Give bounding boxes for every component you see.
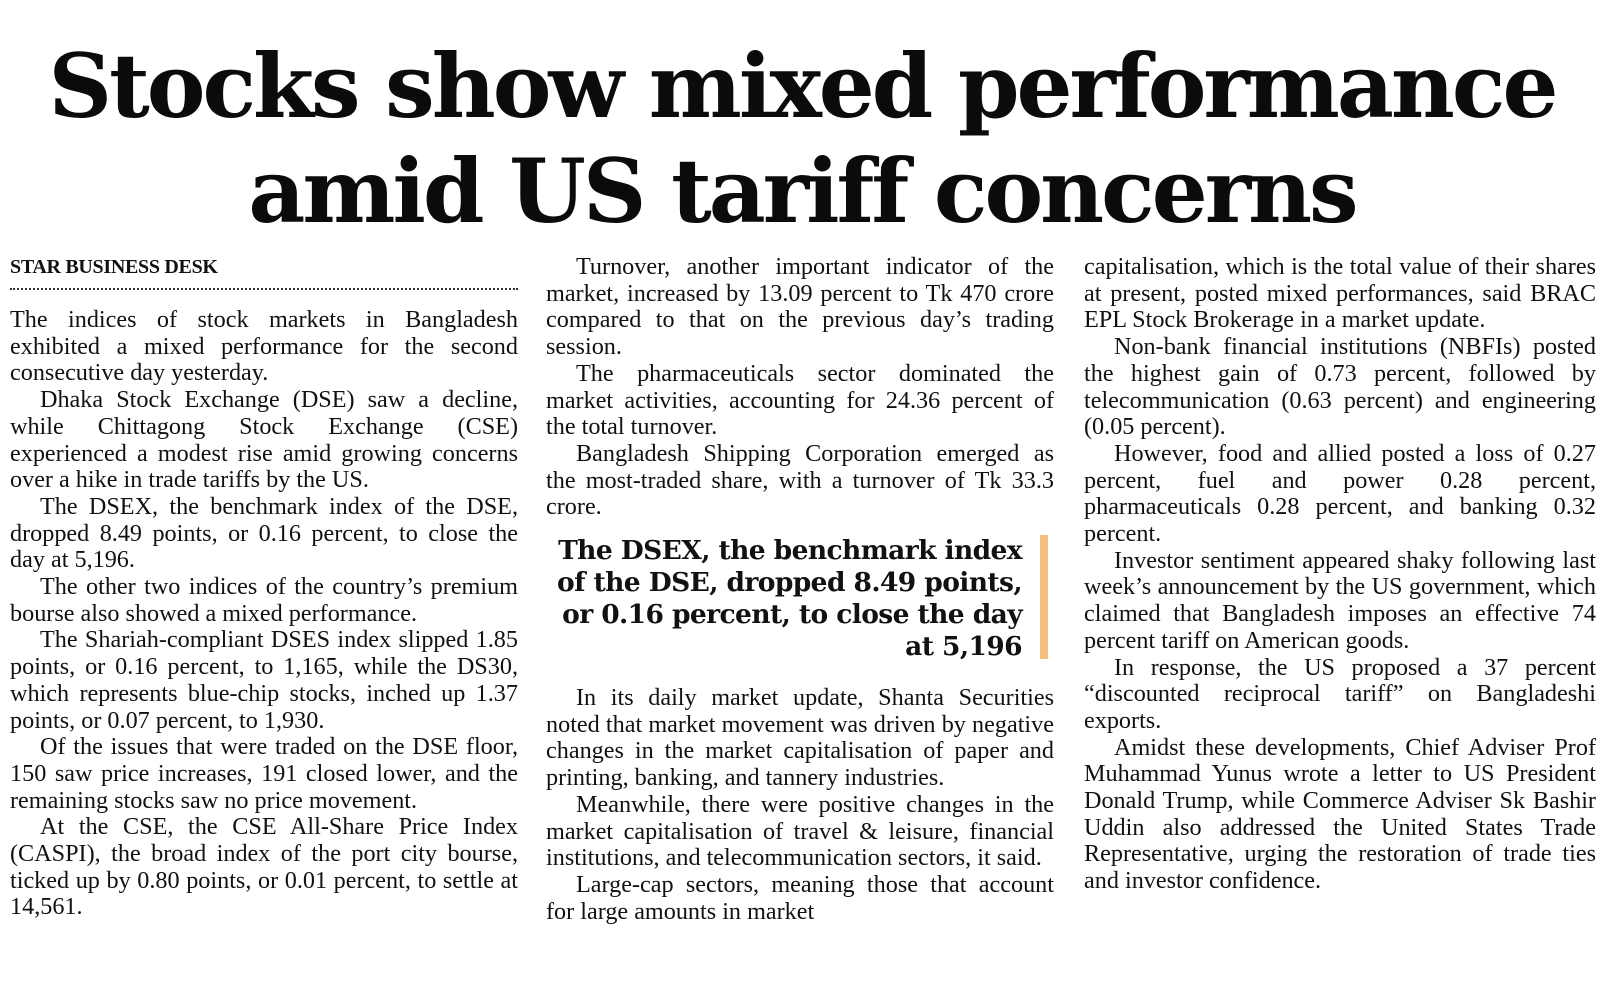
pull-quote: The DSEX, the benchmark index of the DSE…: [546, 535, 1054, 663]
article-column-2: Turnover, another important indicator of…: [546, 254, 1054, 994]
paragraph: The indices of stock markets in Banglade…: [10, 306, 518, 387]
paragraph: Turnover, another important indicator of…: [546, 254, 1054, 361]
headline-line-2: amid US tariff concerns: [248, 139, 1358, 243]
paragraph: Of the issues that were traded on the DS…: [10, 733, 518, 814]
paragraph: Investor sentiment appeared shaky follow…: [1084, 546, 1596, 654]
paragraph: However, food and allied posted a loss o…: [1084, 439, 1596, 548]
headline: Stocks show mixed performance amid US ta…: [0, 34, 1604, 244]
article-column-1: STAR BUSINESS DESK The indices of stock …: [10, 254, 518, 994]
paragraph: Dhaka Stock Exchange (DSE) saw a decline…: [10, 386, 518, 494]
paragraph: capitalisation, which is the total value…: [1084, 254, 1596, 334]
paragraph: The pharmaceuticals sector dominated the…: [546, 359, 1054, 441]
paragraph: The DSEX, the benchmark index of the DSE…: [10, 492, 518, 574]
pull-quote-text: The DSEX, the benchmark index of the DSE…: [557, 535, 1023, 663]
paragraph: The Shariah-compliant DSES index slipped…: [10, 626, 518, 734]
headline-line-1: Stocks show mixed performance: [48, 34, 1559, 138]
byline-divider: [10, 288, 518, 290]
byline: STAR BUSINESS DESK: [10, 256, 218, 278]
paragraph: At the CSE, the CSE All-Share Price Inde…: [10, 813, 518, 921]
pull-quote-accent-bar: [1040, 535, 1048, 660]
paragraph: Bangladesh Shipping Corporation emerged …: [546, 439, 1054, 521]
paragraph: Meanwhile, there were positive changes i…: [546, 790, 1054, 872]
paragraph: Non-bank financial institutions (NBFIs) …: [1084, 333, 1596, 441]
paragraph: Large-cap sectors, meaning those that ac…: [546, 870, 1054, 925]
paragraph: Amidst these developments, Chief Adviser…: [1084, 733, 1596, 895]
paragraph: In its daily market update, Shanta Secur…: [546, 684, 1054, 792]
paragraph: The other two indices of the country’s p…: [10, 573, 518, 627]
paragraph: In response, the US proposed a 37 percen…: [1084, 653, 1596, 734]
article-column-3: capitalisation, which is the total value…: [1084, 254, 1596, 994]
